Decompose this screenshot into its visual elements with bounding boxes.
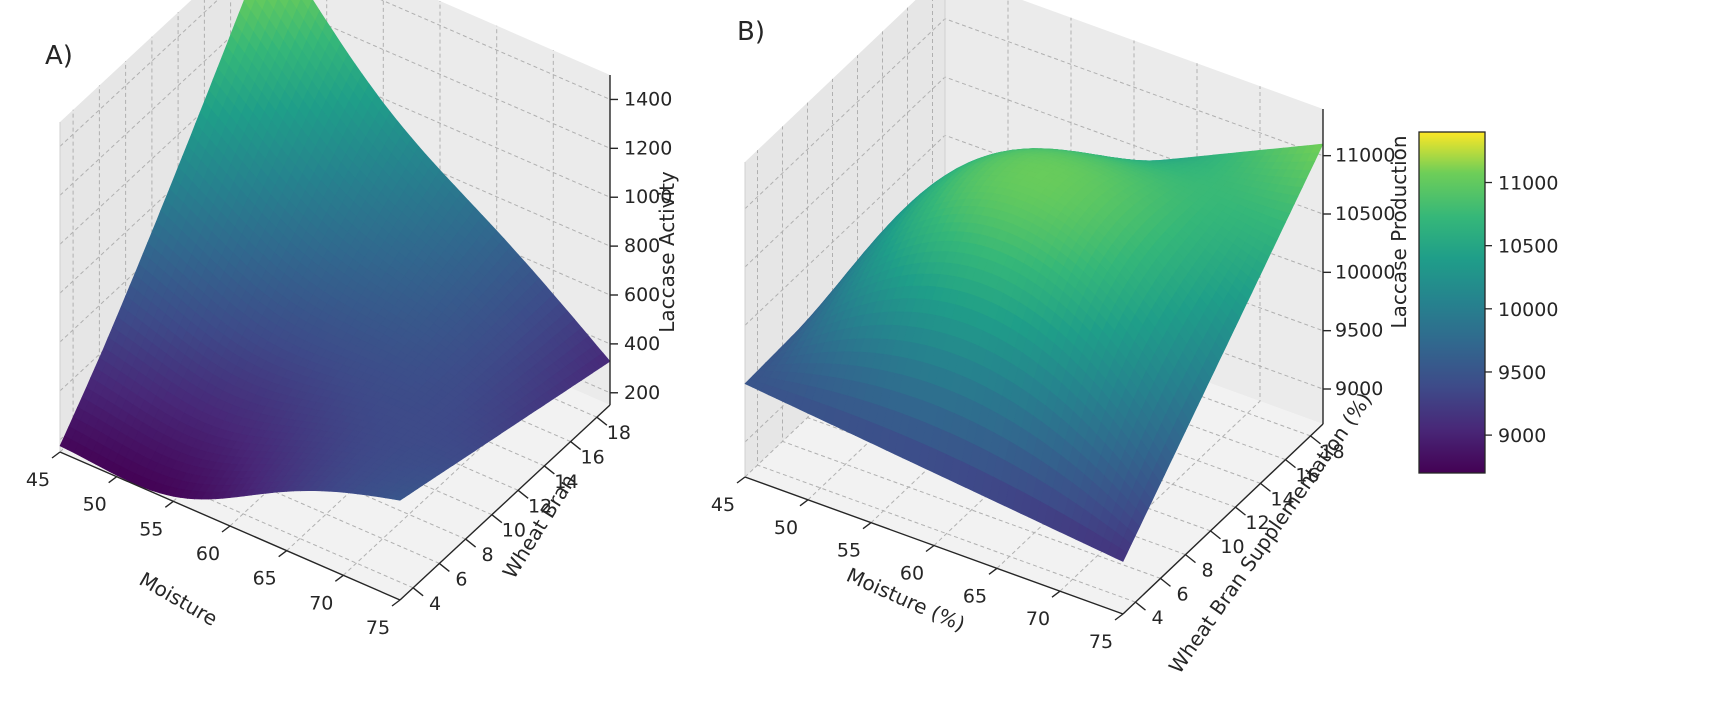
x-tick-label: 45 bbox=[711, 494, 735, 516]
gridline-y bbox=[203, 0, 545, 467]
x-tick bbox=[1051, 590, 1061, 598]
x-tick-label: 50 bbox=[774, 517, 798, 539]
x-tick bbox=[334, 574, 344, 582]
gridline-y bbox=[177, 12, 519, 491]
z-tick-label: 1400 bbox=[624, 88, 672, 110]
colorbar-strip bbox=[1418, 131, 1486, 474]
y-tick bbox=[596, 416, 608, 426]
gridline-x bbox=[172, 0, 384, 502]
x-tick-label: 60 bbox=[900, 563, 924, 585]
panel-b-chart: 4550556065707546810121416189000950010000… bbox=[711, 0, 1411, 678]
y-tick bbox=[412, 587, 424, 597]
y-tick-label: 8 bbox=[482, 544, 494, 566]
gridline-z bbox=[59, 97, 611, 294]
x-tick bbox=[1114, 613, 1124, 621]
x-tick bbox=[862, 522, 872, 530]
x-tick bbox=[221, 525, 231, 533]
z-tick-label: 1200 bbox=[624, 137, 672, 159]
x-tick-label: 65 bbox=[963, 585, 987, 607]
panel-a-z-axis-label: Laccase Activity bbox=[655, 171, 679, 333]
gridline-z bbox=[59, 0, 611, 147]
y-tick bbox=[1285, 459, 1296, 469]
y-tick-label: 6 bbox=[1176, 583, 1188, 605]
y-tick-label: 18 bbox=[607, 422, 631, 444]
gridline-y bbox=[151, 36, 493, 516]
x-tick bbox=[736, 476, 746, 484]
gridline-y bbox=[125, 61, 466, 540]
x-tick-label: 65 bbox=[253, 568, 277, 590]
z-tick-label: 400 bbox=[624, 333, 660, 355]
x-tick bbox=[799, 499, 809, 507]
x-tick bbox=[164, 500, 174, 508]
x-tick-label: 70 bbox=[309, 592, 333, 614]
x-tick bbox=[278, 550, 288, 558]
panel-a-label: A) bbox=[45, 41, 73, 71]
colorbar: 9000 9500 10000 10500 11000 bbox=[1418, 131, 1558, 474]
x-tick-label: 45 bbox=[26, 469, 50, 491]
x-tick-label: 55 bbox=[837, 540, 861, 562]
gridline-x bbox=[342, 50, 554, 576]
x-tick-label: 75 bbox=[1089, 631, 1113, 653]
y-tick bbox=[1260, 482, 1271, 492]
y-tick bbox=[1135, 601, 1146, 611]
colorbar-tick-label: 9000 bbox=[1498, 425, 1546, 447]
y-tick-label: 4 bbox=[429, 593, 441, 615]
y-tick bbox=[570, 441, 582, 451]
x-tick-label: 70 bbox=[1026, 608, 1050, 630]
y-tick bbox=[465, 538, 477, 548]
y-tick-label: 4 bbox=[1151, 607, 1163, 629]
z-tick-label: 9500 bbox=[1335, 320, 1383, 342]
z-tick-label: 200 bbox=[624, 382, 660, 404]
colorbar-tick-label: 9500 bbox=[1498, 362, 1546, 384]
panel-a-surface bbox=[59, 0, 611, 501]
gridline-z bbox=[59, 0, 611, 196]
y-tick bbox=[1160, 577, 1171, 587]
y-tick-label: 6 bbox=[455, 568, 467, 590]
panel-a-chart: 4550556065707546810121416182004006008001… bbox=[26, 0, 679, 639]
y-tick bbox=[517, 489, 529, 499]
colorbar-tick-label: 10500 bbox=[1498, 236, 1558, 258]
panel-b-z-axis-label: Laccase Production bbox=[1387, 135, 1411, 328]
gridline-y bbox=[72, 109, 414, 589]
x-tick bbox=[391, 599, 401, 607]
x-tick bbox=[925, 544, 935, 553]
colorbar-ticks: 9000 9500 10000 10500 11000 bbox=[1485, 173, 1558, 447]
x-tick bbox=[51, 451, 61, 459]
gridline-x bbox=[229, 1, 441, 527]
y-tick bbox=[543, 465, 555, 475]
gridline-y bbox=[98, 85, 440, 564]
x-tick bbox=[108, 476, 118, 484]
y-tick bbox=[1210, 530, 1221, 540]
y-tick-label: 8 bbox=[1201, 560, 1213, 582]
y-tick bbox=[1185, 554, 1196, 564]
y-tick-label: 16 bbox=[581, 447, 605, 469]
y-tick bbox=[438, 562, 450, 572]
panel-b-label: B) bbox=[737, 17, 765, 47]
y-tick bbox=[491, 514, 503, 524]
x-tick-label: 50 bbox=[83, 494, 107, 516]
y-tick bbox=[1235, 506, 1246, 516]
x-tick-label: 75 bbox=[366, 617, 390, 639]
colorbar-tick-label: 10000 bbox=[1498, 299, 1558, 321]
x-tick bbox=[988, 567, 998, 575]
panel-a-x-axis-label: Moisture bbox=[135, 567, 222, 631]
gridline-x bbox=[286, 25, 498, 552]
gridline-z bbox=[59, 48, 611, 245]
x-tick-label: 55 bbox=[139, 518, 163, 540]
x-tick-label: 60 bbox=[196, 543, 220, 565]
colorbar-tick-label: 11000 bbox=[1498, 173, 1558, 195]
